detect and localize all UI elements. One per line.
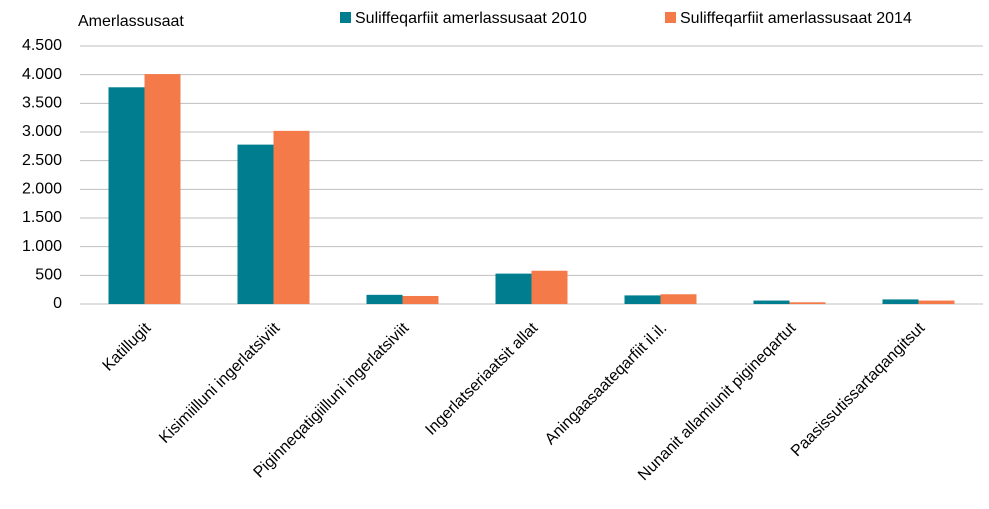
bar — [918, 300, 955, 304]
y-tick-label: 1.500 — [22, 209, 62, 226]
y-tick-label: 1.000 — [22, 238, 62, 255]
y-tick-label: 4.500 — [22, 37, 62, 54]
y-axis-title: Amerlassusaat — [78, 13, 184, 30]
bar — [495, 273, 532, 304]
y-tick-label: 2.500 — [22, 152, 62, 169]
y-tick-label: 500 — [35, 267, 62, 284]
bar — [882, 299, 919, 304]
x-tick-label: Kisimiilluni ingerlatsiviit — [156, 319, 283, 446]
bar — [753, 300, 790, 304]
x-tick-label: Aningaasaateqarfiit il.il. — [542, 320, 670, 448]
bar — [402, 295, 439, 304]
x-tick-label: Nunanit allamiunit pigineqartut — [635, 319, 800, 484]
bar — [366, 294, 403, 304]
bar — [108, 87, 145, 304]
y-tick-label: 4.000 — [22, 66, 62, 83]
y-tick-label: 0 — [53, 295, 62, 312]
x-tick-label: Ingerlatseriaatsit allat — [422, 319, 541, 438]
bar — [624, 295, 661, 304]
bar — [273, 130, 310, 304]
bar — [237, 144, 274, 304]
y-tick-label: 3.000 — [22, 123, 62, 140]
bar — [531, 270, 568, 304]
legend-swatch — [665, 12, 676, 23]
bar — [789, 302, 826, 304]
bar — [144, 74, 181, 305]
bar — [660, 294, 697, 304]
x-tick-label: Katillugit — [100, 319, 155, 374]
y-tick-label: 2.000 — [22, 181, 62, 198]
x-tick-label: Piginneqatigiilluni ingerlatsiviit — [251, 319, 413, 481]
legend-label: Suliffeqarfiit amerlassusaat 2010 — [355, 10, 587, 27]
x-tick-label: Paasissutissartaqangitsut — [788, 319, 929, 460]
legend-swatch — [340, 12, 351, 23]
legend-label: Suliffeqarfiit amerlassusaat 2014 — [680, 10, 912, 27]
y-tick-label: 3.500 — [22, 95, 62, 112]
